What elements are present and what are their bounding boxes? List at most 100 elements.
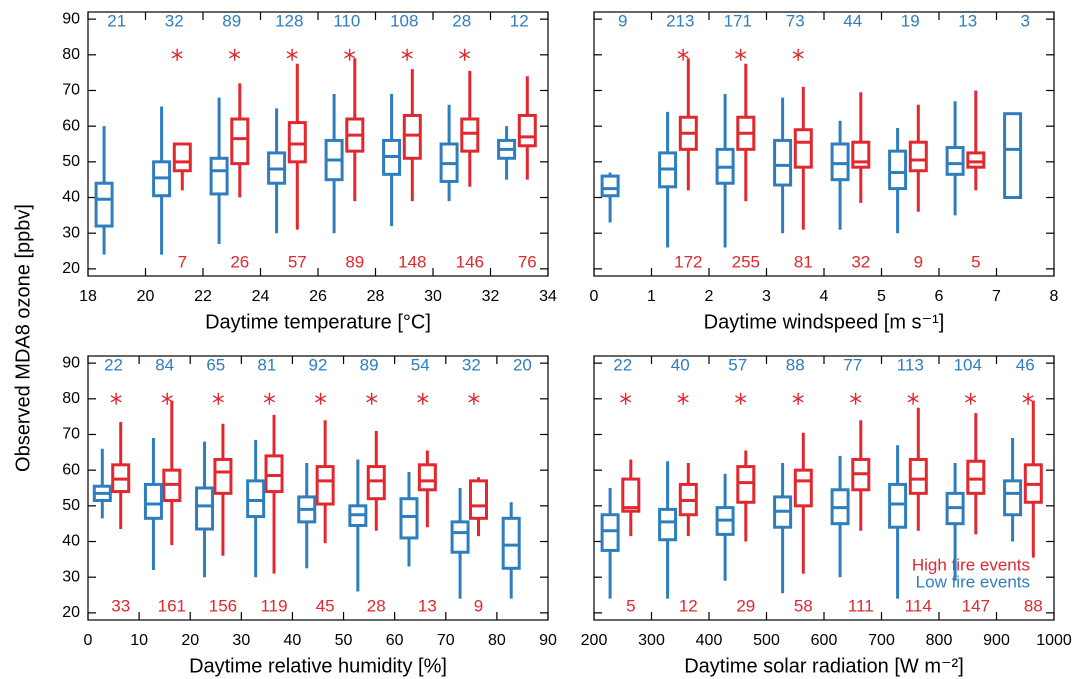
x-tick-label: 40 bbox=[284, 632, 302, 649]
significance-marker bbox=[620, 392, 632, 405]
significance-marker bbox=[1022, 392, 1034, 405]
count-label: 32 bbox=[851, 252, 870, 271]
significance-marker bbox=[171, 48, 183, 61]
count-label: 147 bbox=[962, 596, 990, 615]
count-label: 7 bbox=[178, 252, 187, 271]
count-label: 22 bbox=[104, 355, 123, 374]
x-tick-label: 60 bbox=[386, 632, 404, 649]
box bbox=[793, 128, 813, 169]
x-tick-label: 1000 bbox=[1036, 632, 1072, 649]
box bbox=[402, 113, 422, 160]
count-label: 5 bbox=[626, 596, 635, 615]
count-label: 12 bbox=[679, 596, 698, 615]
count-label: 128 bbox=[275, 11, 303, 30]
significance-marker bbox=[735, 392, 747, 405]
x-tick-label: 30 bbox=[424, 288, 442, 305]
box bbox=[736, 465, 756, 504]
box bbox=[287, 121, 307, 164]
x-tick-label: 34 bbox=[539, 288, 557, 305]
count-label: 9 bbox=[914, 252, 923, 271]
box bbox=[172, 142, 192, 173]
y-tick-label: 40 bbox=[62, 189, 80, 206]
box bbox=[246, 479, 266, 519]
count-label: 89 bbox=[345, 252, 364, 271]
count-label: 213 bbox=[666, 11, 694, 30]
y-tick-label: 20 bbox=[62, 604, 80, 621]
box bbox=[888, 482, 908, 529]
box bbox=[143, 482, 163, 520]
box bbox=[213, 457, 233, 495]
count-label: 40 bbox=[671, 355, 690, 374]
y-tick-label: 70 bbox=[62, 426, 80, 443]
box bbox=[450, 520, 470, 554]
count-label: 9 bbox=[474, 596, 483, 615]
plot-frame bbox=[593, 11, 1055, 277]
count-label: 77 bbox=[843, 355, 862, 374]
box bbox=[966, 151, 986, 169]
x-axis-label: Daytime relative humidity [%] bbox=[189, 655, 447, 677]
count-label: 5 bbox=[971, 252, 980, 271]
count-label: 108 bbox=[390, 11, 418, 30]
y-tick-label: 20 bbox=[62, 260, 80, 277]
count-label: 146 bbox=[456, 252, 484, 271]
count-label: 21 bbox=[107, 11, 126, 30]
x-tick-label: 24 bbox=[252, 288, 270, 305]
box bbox=[399, 497, 419, 540]
box bbox=[230, 117, 250, 166]
box bbox=[501, 516, 521, 570]
y-tick-label: 80 bbox=[62, 390, 80, 407]
box bbox=[888, 149, 908, 191]
y-tick-label: 50 bbox=[62, 153, 80, 170]
significance-marker bbox=[286, 48, 298, 61]
significance-marker bbox=[315, 392, 327, 405]
count-label: 88 bbox=[786, 355, 805, 374]
significance-marker bbox=[677, 392, 689, 405]
count-label: 19 bbox=[901, 11, 920, 30]
significance-marker bbox=[792, 392, 804, 405]
count-label: 89 bbox=[360, 355, 379, 374]
box bbox=[773, 138, 793, 187]
significance-marker bbox=[792, 48, 804, 61]
box bbox=[966, 459, 986, 495]
x-axis-label: Daytime solar radiation [W m⁻²] bbox=[684, 655, 964, 677]
count-label: 148 bbox=[398, 252, 426, 271]
box bbox=[793, 468, 813, 508]
x-tick-label: 20 bbox=[137, 288, 155, 305]
count-label: 28 bbox=[452, 11, 471, 30]
count-label: 58 bbox=[794, 596, 813, 615]
box bbox=[908, 140, 928, 173]
box bbox=[945, 146, 965, 176]
count-label: 76 bbox=[518, 252, 537, 271]
x-tick-label: 28 bbox=[367, 288, 385, 305]
count-label: 46 bbox=[1016, 355, 1035, 374]
x-tick-label: 7 bbox=[992, 288, 1001, 305]
legend-entry: Low fire events bbox=[916, 572, 1030, 591]
x-tick-label: 20 bbox=[181, 632, 199, 649]
x-tick-label: 5 bbox=[877, 288, 886, 305]
x-tick-label: 26 bbox=[309, 288, 327, 305]
count-label: 26 bbox=[230, 252, 249, 271]
count-label: 111 bbox=[848, 596, 874, 615]
x-tick-label: 70 bbox=[437, 632, 455, 649]
box bbox=[1003, 479, 1023, 517]
y-tick-label: 90 bbox=[62, 354, 80, 371]
count-label: 114 bbox=[905, 596, 932, 615]
significance-marker bbox=[263, 392, 275, 405]
count-label: 9 bbox=[618, 11, 627, 30]
y-tick-label: 60 bbox=[62, 117, 80, 134]
x-axis-label: Daytime temperature [°C] bbox=[205, 311, 431, 333]
box bbox=[94, 181, 114, 228]
count-label: 172 bbox=[674, 252, 702, 271]
box bbox=[1003, 112, 1023, 200]
significance-marker bbox=[850, 392, 862, 405]
x-tick-label: 900 bbox=[983, 632, 1010, 649]
significance-marker bbox=[161, 392, 173, 405]
box bbox=[517, 113, 537, 148]
y-tick-label: 50 bbox=[62, 497, 80, 514]
box bbox=[209, 156, 229, 196]
x-tick-label: 8 bbox=[1050, 288, 1059, 305]
x-tick-label: 90 bbox=[539, 632, 557, 649]
x-tick-label: 4 bbox=[820, 288, 829, 305]
box bbox=[600, 513, 620, 552]
